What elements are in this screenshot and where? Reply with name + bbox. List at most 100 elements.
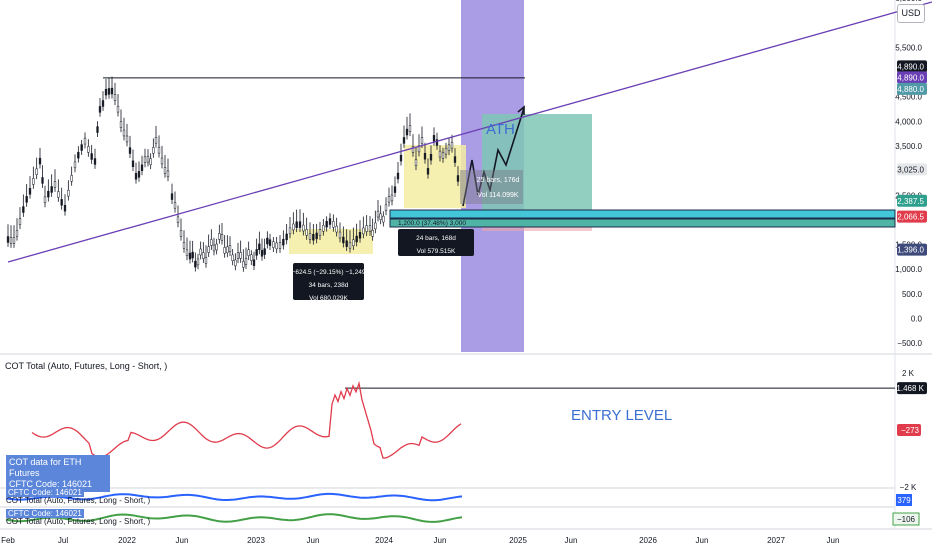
target-zone [482, 114, 592, 217]
candle-body [374, 222, 377, 230]
candle-body [456, 175, 460, 182]
candle-body [399, 154, 403, 162]
time-axis-label: 2023 [247, 536, 265, 545]
cot-value-badge [897, 424, 921, 436]
candle-body [96, 126, 99, 133]
price-tick-label: 0.0 [911, 315, 923, 324]
time-axis-label: Jun [565, 536, 578, 545]
candle-body [447, 144, 451, 151]
candle-body [185, 249, 189, 257]
candle-body [15, 230, 19, 237]
candle-body [113, 94, 117, 101]
sub2-code-tag: CFTC Code: 146021 [6, 509, 84, 518]
candle-body [57, 191, 60, 198]
candle-body [43, 196, 47, 204]
price-badge-label: 4,890.0 [897, 62, 924, 71]
candle-body [429, 153, 433, 161]
price-tick-label: 4,000.0 [895, 117, 922, 126]
candle-body [107, 88, 111, 95]
time-axis-label: Jul [58, 536, 68, 545]
candle-body [322, 225, 325, 232]
candle-body [250, 254, 253, 261]
sub2-value-badge [892, 512, 920, 526]
currency-button[interactable]: USD [897, 4, 925, 23]
candle-body [9, 237, 13, 244]
time-axis-label: 2026 [639, 536, 657, 545]
measure-tooltip-2024-line: 24 bars, 168d [416, 235, 456, 242]
measure-tooltip-2024-line: Vol 579.515K [417, 248, 456, 255]
candle-body [376, 210, 380, 218]
candle-body [41, 177, 44, 184]
candle-body [312, 234, 315, 241]
candle-body [305, 229, 308, 236]
candle-body [157, 146, 161, 154]
candle-body [226, 246, 229, 253]
candle-body [420, 137, 424, 144]
price-badge [897, 194, 927, 207]
candle-body [38, 157, 42, 165]
candle-body [22, 206, 25, 213]
cot-indicator-title[interactable]: COT Total (Auto, Futures, Long - Short, … [5, 361, 168, 371]
candle-body [202, 252, 205, 259]
candle-body [173, 202, 177, 209]
cot-note-line2: CFTC Code: 146021 [9, 479, 93, 489]
candle-body [163, 167, 167, 174]
sub1-line [5, 492, 463, 502]
measure-tooltip-2024: 24 bars, 168d Vol 579.515K [398, 229, 474, 256]
candle-body [77, 151, 80, 159]
sub2-indicator-title[interactable]: COT Total (Auto, Futures, Long - Short, … [6, 517, 151, 526]
candle-body [67, 189, 70, 197]
candle-body [35, 168, 38, 175]
time-axis-label: Jun [827, 536, 840, 545]
candle-body [236, 252, 240, 259]
price-badge-label: 1,396.0 [897, 246, 924, 255]
candle-body [18, 218, 22, 225]
candle-body [140, 164, 144, 171]
candle-body [152, 147, 155, 154]
ascending-trendline [7, 1, 932, 263]
candle-body [170, 193, 174, 200]
candle-body [90, 153, 93, 160]
candle-body [402, 137, 406, 144]
time-axis-label: 2024 [375, 536, 393, 545]
candle-body [272, 241, 275, 248]
candle-body [371, 230, 374, 237]
candle-body [6, 236, 10, 243]
candle-body [101, 100, 105, 107]
candle-body [191, 251, 194, 259]
price-badge-label: 4,890.0 [897, 73, 924, 82]
candle-body [260, 250, 264, 257]
candle-body [438, 150, 442, 158]
candle-body [207, 246, 210, 253]
candle-body [362, 227, 365, 235]
candle-body [93, 158, 97, 165]
candle-body [47, 190, 50, 198]
sub1-indicator-title[interactable]: COT Total (Auto, Futures, Long - Short, … [6, 496, 151, 505]
candle-body [352, 239, 355, 246]
price-badge-label: 3,025.0 [897, 165, 924, 174]
measure-tooltip-2024-bg [398, 229, 474, 256]
cot-info-note: COT data for ETH Futures CFTC Code: 1460… [6, 455, 110, 492]
measure-header: 1,200.0 (37.48%) 3,000 [398, 220, 466, 227]
cot-line [31, 380, 462, 459]
candle-body [379, 213, 382, 221]
range-box-2024 [404, 145, 466, 208]
candle-body [325, 220, 328, 228]
candle-body [332, 221, 335, 228]
candle-body [128, 147, 132, 154]
projection-arrowhead [517, 105, 525, 115]
candle-body [423, 152, 427, 160]
candle-body [266, 237, 269, 245]
candle-body [182, 242, 186, 249]
candle-body [396, 172, 400, 180]
candle-body [255, 249, 258, 256]
price-tick-label: 1,000.0 [895, 265, 922, 274]
candle-body [318, 229, 322, 236]
entry-zone-upper [389, 209, 896, 219]
sub1-value-label: 379 [897, 496, 911, 505]
candle-body [228, 245, 232, 252]
candle-body [176, 216, 180, 224]
candle-body [268, 239, 272, 246]
measure-tooltip-2025-line: Vol 114.099K [477, 192, 518, 199]
